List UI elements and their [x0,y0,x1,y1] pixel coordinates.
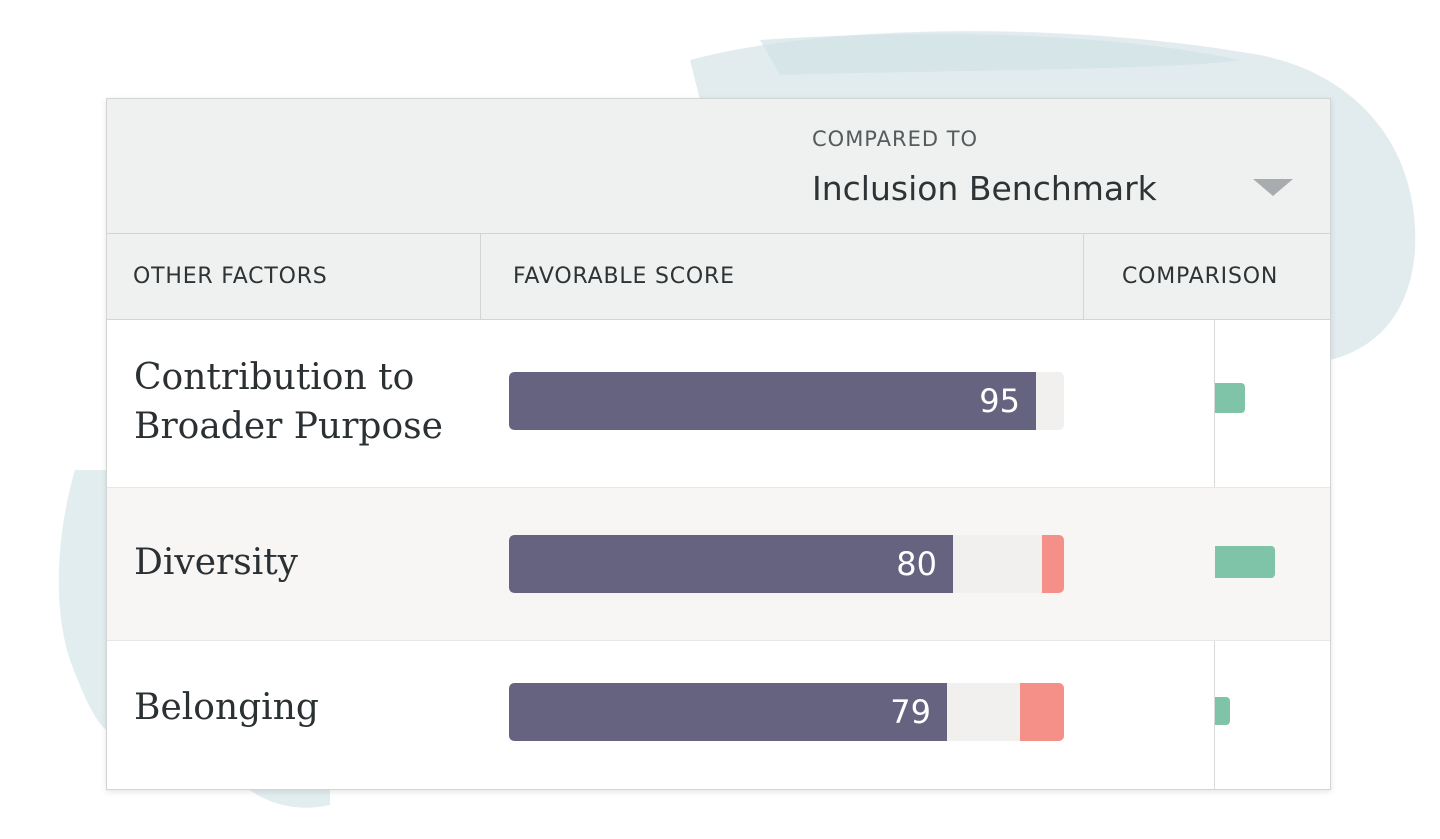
table-row: Belonging 79 [107,641,1330,789]
comparison-bar [1215,383,1245,413]
column-header-comparison: COMPARISON [1122,264,1279,289]
score-bar-track: 80 [509,535,1064,593]
compared-to-label: COMPARED TO [812,127,979,151]
factor-label: Diversity [134,542,299,583]
factor-rows: Contribution to Broader Purpose 95 Diver… [107,320,1330,789]
score-bar-fill [509,683,947,741]
benchmark-panel: COMPARED TO Inclusion Benchmark OTHER FA… [106,98,1331,790]
factor-label: Belonging [134,687,319,728]
comparison-header: COMPARED TO Inclusion Benchmark [107,99,1330,234]
comparison-bar [1215,546,1275,578]
score-bar-track: 95 [509,372,1064,430]
score-value: 79 [890,693,931,731]
score-bar-fill [509,372,1036,430]
column-header-score: FAVORABLE SCORE [481,234,1084,319]
column-header-factors: OTHER FACTORS [107,234,481,319]
table-header: OTHER FACTORS FAVORABLE SCORE COMPARISON [107,234,1330,320]
score-value: 95 [979,382,1020,420]
comparison-bar [1215,697,1230,725]
benchmark-gap-bar [1020,683,1064,741]
table-row: Contribution to Broader Purpose 95 [107,320,1330,488]
score-bar-track: 79 [509,683,1064,741]
factor-label: Contribution to Broader Purpose [134,357,443,447]
benchmark-gap-bar [1042,535,1064,593]
table-row: Diversity 80 [107,488,1330,641]
benchmark-select-value[interactable]: Inclusion Benchmark [812,169,1157,208]
chevron-down-icon[interactable] [1253,179,1293,196]
score-value: 80 [896,545,937,583]
score-bar-fill [509,535,953,593]
